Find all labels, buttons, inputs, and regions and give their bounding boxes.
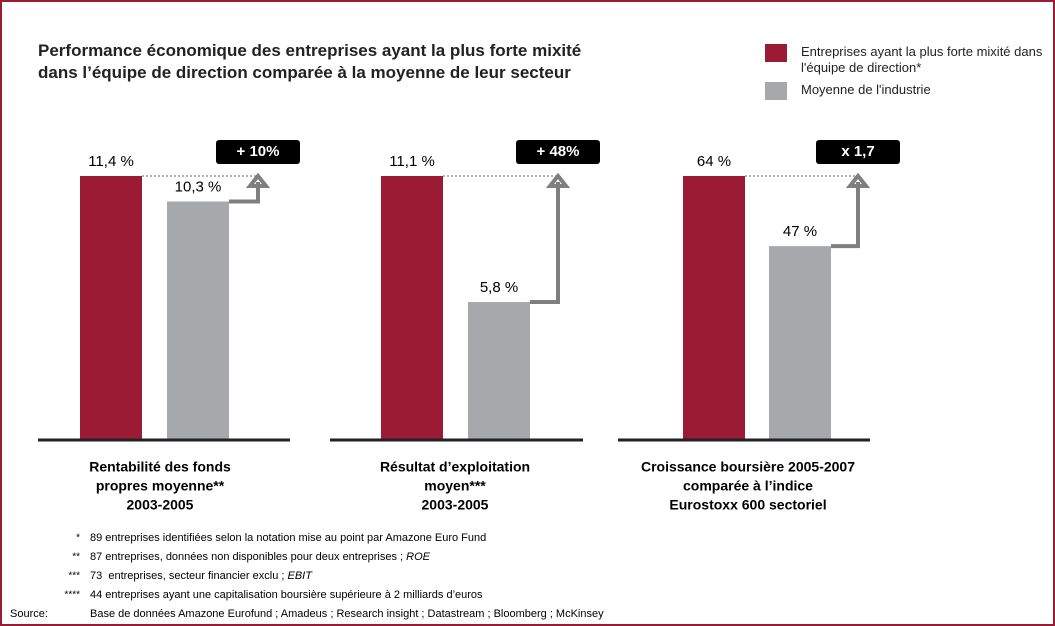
footnote-text: 44 entreprises ayant une capitalisation … xyxy=(90,589,483,601)
title-line: dans l’équipe de direction comparée à la… xyxy=(38,63,571,82)
footnote-emphasis: EBIT xyxy=(287,570,313,582)
legend-item: Entreprises ayant la plus forte mixité d… xyxy=(765,44,1051,76)
annotation: x 1,7 xyxy=(841,143,874,160)
footnote-text: 89 entreprises identifiées selon la nota… xyxy=(90,532,486,544)
annotation-box xyxy=(216,140,300,164)
x-axis-label: comparée à l’indice xyxy=(683,478,813,494)
annotation: + 10% xyxy=(237,143,280,160)
footnote-mark: * xyxy=(76,533,80,544)
difference-arrow xyxy=(530,182,560,305)
x-axis-label: 2003-2005 xyxy=(127,497,194,513)
legend-item: Moyenne de l'industrie xyxy=(765,82,1051,100)
difference-arrow xyxy=(831,182,860,249)
value-label: 5,8 % xyxy=(480,279,518,296)
x-axis-label: Résultat d’exploitation xyxy=(380,459,530,475)
footnote: 87 entreprises, données non disponibles … xyxy=(90,551,431,563)
bar xyxy=(80,176,142,440)
title-line: Performance économique des entreprises a… xyxy=(38,41,582,60)
bar xyxy=(683,176,745,440)
arrow-head xyxy=(545,172,571,188)
footnote: 44 entreprises ayant une capitalisation … xyxy=(90,589,483,601)
footnote: 73 entreprises, secteur financier exclu … xyxy=(90,570,313,582)
footnote-emphasis: ROE xyxy=(406,551,431,563)
arrow-head xyxy=(245,172,271,188)
legend-swatch xyxy=(765,44,787,62)
legend: Entreprises ayant la plus forte mixité d… xyxy=(765,44,1051,106)
bar xyxy=(468,302,530,440)
footnote-mark: **** xyxy=(64,590,80,601)
value-label: 11,4 % xyxy=(88,153,134,170)
arrow-head xyxy=(845,172,871,188)
footnote-text: 87 entreprises, données non disponibles … xyxy=(90,551,406,563)
annotation: + 48% xyxy=(537,143,580,160)
source-text: Base de données Amazone Eurofund ; Amade… xyxy=(90,608,604,620)
difference-arrow xyxy=(229,182,260,204)
footnote-text: 73 entreprises, secteur financier exclu … xyxy=(90,570,287,582)
x-axis-label: propres moyenne** xyxy=(96,478,225,494)
legend-swatch xyxy=(765,82,787,100)
title: Performance économique des entreprises a… xyxy=(38,40,581,84)
value-label: 10,3 % xyxy=(175,178,222,195)
x-axis-label: Croissance boursière 2005-2007 xyxy=(641,459,855,475)
footnote: 89 entreprises identifiées selon la nota… xyxy=(90,532,486,544)
x-axis-label: 2003-2005 xyxy=(422,497,489,513)
bar xyxy=(167,201,229,440)
source-label: Source: xyxy=(10,608,48,620)
value-label: 47 % xyxy=(783,223,817,240)
legend-label: Entreprises ayant la plus forte mixité d… xyxy=(801,44,1043,75)
value-label: 11,1 % xyxy=(389,153,435,170)
annotation-box xyxy=(816,140,900,164)
x-axis-label: Eurostoxx 600 sectoriel xyxy=(669,497,826,513)
value-label: 64 % xyxy=(697,153,731,170)
legend-label: Moyenne de l'industrie xyxy=(801,82,931,97)
footnote-mark: *** xyxy=(68,571,80,582)
annotation-box xyxy=(516,140,600,164)
x-axis-label: Rentabilité des fonds xyxy=(89,459,231,475)
bar xyxy=(381,176,443,440)
footnote-mark: ** xyxy=(72,552,80,563)
x-axis-label: moyen*** xyxy=(424,478,486,494)
bar xyxy=(769,246,831,440)
